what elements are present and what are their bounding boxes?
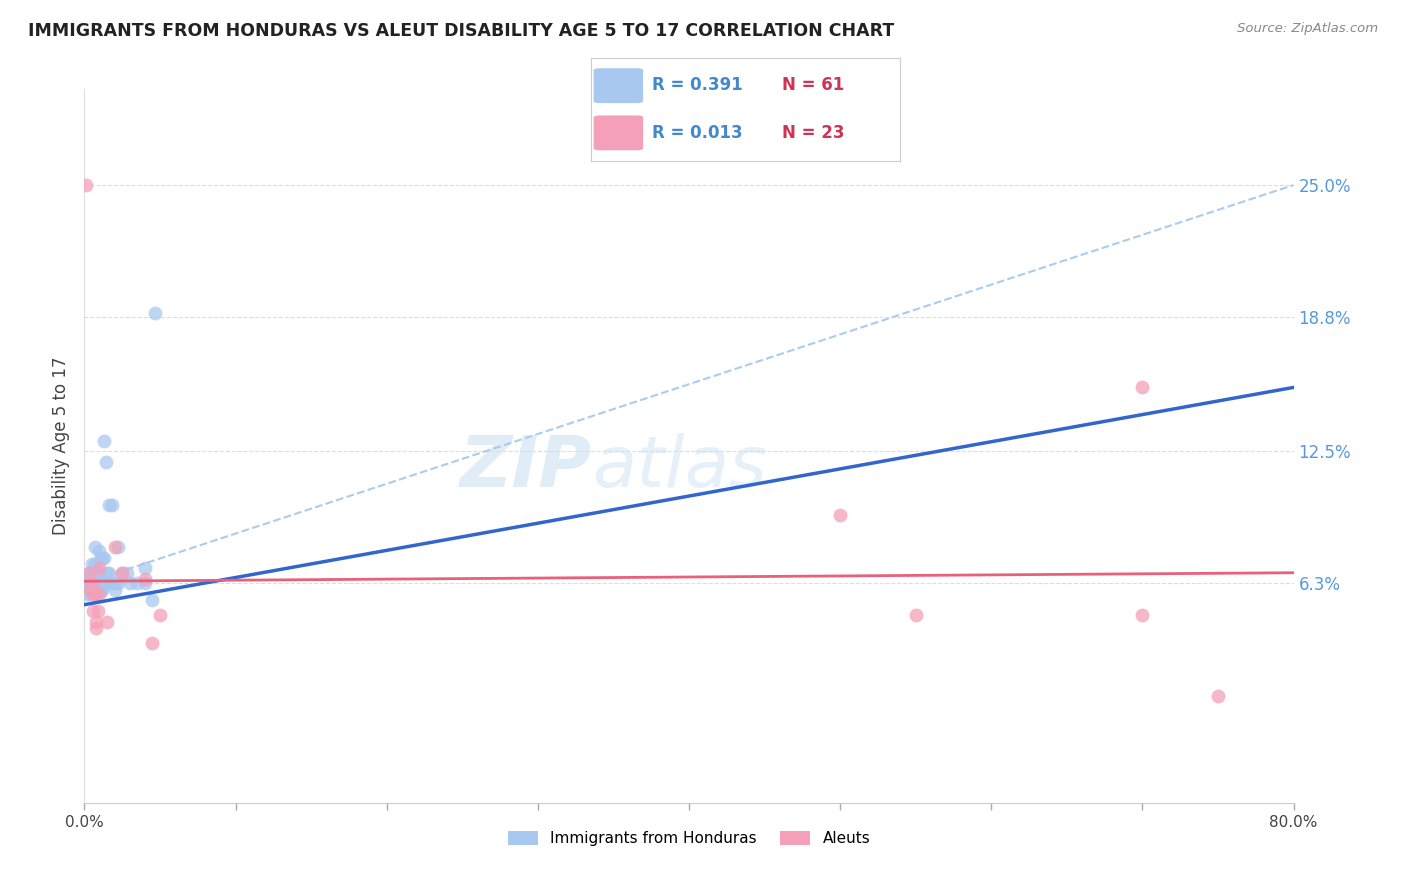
Point	[93, 434, 115, 448]
Point	[87, 604, 110, 618]
Point	[115, 566, 138, 580]
Point	[86, 576, 108, 591]
Point	[96, 566, 118, 580]
Point	[100, 498, 122, 512]
Point	[89, 544, 111, 558]
Point	[118, 576, 141, 591]
Point	[84, 558, 107, 572]
Point	[89, 587, 111, 601]
Point	[127, 576, 149, 591]
Point	[134, 572, 156, 586]
Point	[104, 576, 127, 591]
Text: atlas: atlas	[592, 433, 766, 502]
Point	[145, 306, 167, 320]
Point	[134, 576, 156, 591]
Point	[86, 587, 108, 601]
Point	[86, 615, 108, 629]
Point	[80, 558, 103, 572]
Point	[90, 582, 112, 597]
Point	[1130, 380, 1153, 394]
Point	[77, 566, 100, 580]
Point	[89, 582, 111, 597]
Text: N = 23: N = 23	[782, 124, 845, 143]
Point	[97, 498, 120, 512]
Text: R = 0.013: R = 0.013	[652, 124, 742, 143]
Point	[91, 550, 114, 565]
Point	[84, 540, 107, 554]
Point	[82, 582, 104, 597]
FancyBboxPatch shape	[593, 69, 643, 103]
Point	[79, 576, 101, 591]
Point	[75, 576, 97, 591]
Point	[79, 582, 101, 597]
Point	[89, 566, 111, 580]
Point	[904, 608, 927, 623]
Point	[100, 576, 122, 591]
Point	[84, 587, 107, 601]
Point	[1130, 608, 1153, 623]
Point	[87, 582, 110, 597]
Text: N = 61: N = 61	[782, 76, 845, 95]
Text: R = 0.391: R = 0.391	[652, 76, 744, 95]
Point	[84, 576, 107, 591]
Text: IMMIGRANTS FROM HONDURAS VS ALEUT DISABILITY AGE 5 TO 17 CORRELATION CHART: IMMIGRANTS FROM HONDURAS VS ALEUT DISABI…	[28, 22, 894, 40]
Y-axis label: Disability Age 5 to 17: Disability Age 5 to 17	[52, 357, 70, 535]
Point	[87, 576, 110, 591]
Point	[1206, 690, 1229, 704]
Point	[86, 566, 108, 580]
Point	[79, 587, 101, 601]
Point	[75, 178, 97, 192]
Point	[97, 576, 120, 591]
Point	[77, 582, 100, 597]
Point	[90, 572, 112, 586]
Point	[104, 582, 127, 597]
Point	[82, 576, 104, 591]
Point	[97, 566, 120, 580]
Point	[111, 566, 134, 580]
Point	[107, 540, 129, 554]
Point	[82, 587, 104, 601]
Point	[96, 615, 118, 629]
Point	[91, 582, 114, 597]
Point	[90, 550, 112, 565]
Text: Source: ZipAtlas.com: Source: ZipAtlas.com	[1237, 22, 1378, 36]
Point	[94, 455, 117, 469]
Point	[79, 576, 101, 591]
Point	[89, 561, 111, 575]
Point	[93, 550, 115, 565]
Point	[80, 578, 103, 592]
Point	[80, 576, 103, 591]
Point	[87, 566, 110, 580]
Point	[82, 604, 104, 618]
Point	[149, 608, 172, 623]
FancyBboxPatch shape	[593, 115, 643, 150]
Point	[96, 576, 118, 591]
Point	[93, 576, 115, 591]
Point	[134, 561, 156, 575]
Point	[111, 566, 134, 580]
Text: ZIP: ZIP	[460, 433, 592, 502]
Point	[76, 576, 98, 591]
Legend: Immigrants from Honduras, Aleuts: Immigrants from Honduras, Aleuts	[502, 825, 876, 852]
Point	[82, 566, 104, 580]
Point	[89, 576, 111, 591]
Point	[107, 576, 129, 591]
Point	[141, 636, 163, 650]
Point	[86, 621, 108, 635]
Point	[830, 508, 852, 523]
Point	[77, 566, 100, 580]
Point	[84, 572, 107, 586]
Point	[84, 582, 107, 597]
Point	[77, 572, 100, 586]
Point	[141, 593, 163, 607]
Point	[80, 572, 103, 586]
Point	[80, 566, 103, 580]
Point	[104, 540, 127, 554]
Point	[80, 582, 103, 597]
Point	[76, 587, 98, 601]
